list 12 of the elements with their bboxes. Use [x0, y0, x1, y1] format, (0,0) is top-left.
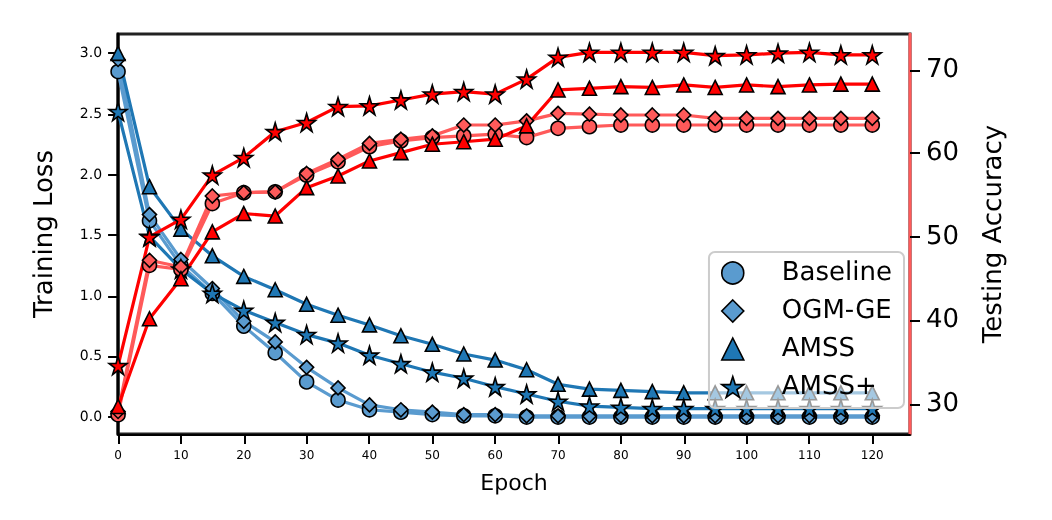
legend-label: AMSS+	[781, 372, 877, 402]
x-axis-title: Epoch	[480, 469, 548, 496]
legend-label: AMSS	[781, 334, 856, 364]
y2-axis-title: Testing Accuracy	[978, 124, 1009, 346]
y2-tick-label: 70	[926, 54, 960, 85]
y2-tick-label: 60	[926, 138, 960, 169]
y2-tick-label: 40	[926, 305, 960, 336]
legend-label: Baseline	[781, 258, 893, 288]
y2-tick-label: 50	[926, 221, 960, 252]
y2-tick-label: 30	[926, 388, 960, 419]
legend-label: OGM-GE	[781, 296, 892, 326]
y-axis-title: Training Loss	[30, 149, 60, 320]
